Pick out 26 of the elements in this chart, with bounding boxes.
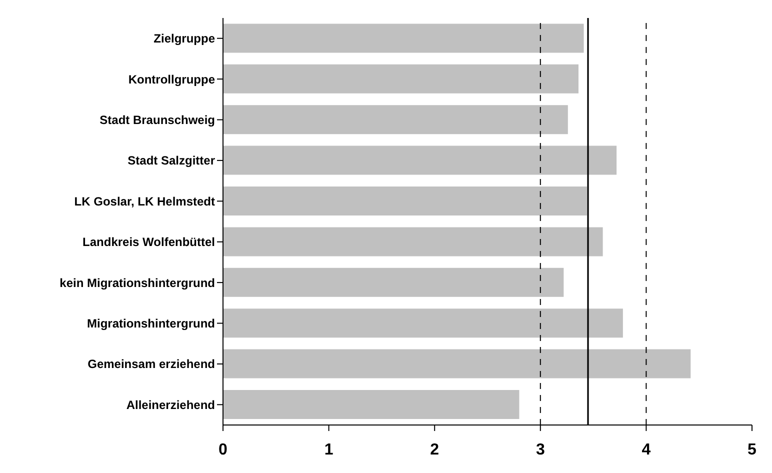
bar — [223, 24, 584, 53]
y-tick-label: Kontrollgruppe — [128, 72, 216, 86]
y-tick-label: Zielgruppe — [154, 32, 216, 46]
x-tick-label: 5 — [748, 441, 757, 458]
y-tick-label: LK Goslar, LK Helmstedt — [74, 194, 215, 208]
y-tick-label: Gemeinsam erziehend — [88, 357, 215, 372]
bar — [223, 64, 578, 94]
bar — [223, 308, 623, 338]
y-tick-label: Alleinerziehend — [126, 398, 215, 412]
y-tick-label: kein Migrationshintergrund — [60, 276, 215, 290]
bar — [223, 390, 520, 419]
y-tick-label: Migrationshintergrund — [87, 316, 215, 331]
x-tick-label: 3 — [536, 441, 545, 458]
bar — [223, 105, 568, 134]
x-tick-label: 4 — [642, 441, 651, 458]
x-tick-label: 0 — [218, 441, 228, 458]
bar — [223, 268, 564, 297]
bar — [223, 186, 587, 216]
bar — [223, 146, 617, 175]
x-tick-label: 2 — [430, 441, 440, 458]
y-tick-label: Stadt Braunschweig — [100, 113, 215, 128]
y-tick-label: Landkreis Wolfenbüttel — [82, 235, 215, 250]
y-tick-label: Stadt Salzgitter — [128, 154, 216, 168]
bar — [223, 227, 603, 256]
bar — [223, 349, 691, 378]
x-tick-label: 1 — [324, 441, 334, 458]
